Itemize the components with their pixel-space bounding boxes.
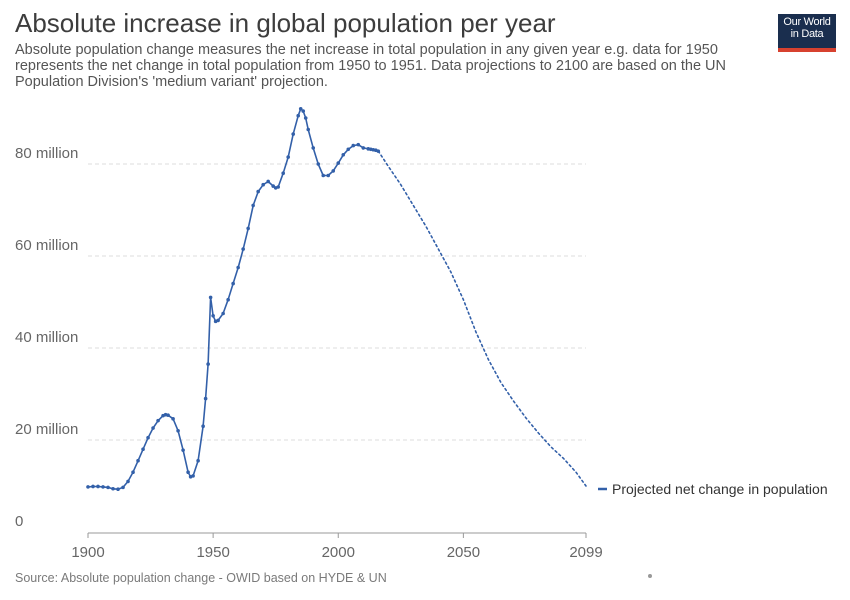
logo-accent-bar (778, 48, 836, 52)
logo-line-1: Our World (783, 16, 831, 28)
data-point (298, 107, 303, 111)
data-point (191, 474, 195, 478)
data-point (261, 182, 265, 187)
y-tick-label: 40 million (15, 329, 78, 346)
data-point (216, 318, 220, 323)
y-tick-label: 80 million (15, 145, 78, 162)
data-point (171, 417, 175, 421)
data-point (176, 429, 180, 433)
chart-subtitle: Absolute population change measures the … (15, 42, 726, 90)
data-point (351, 143, 356, 148)
x-tick-label: 1950 (196, 544, 229, 561)
data-point (246, 226, 250, 231)
data-point (301, 109, 306, 113)
projected-series-line (377, 150, 587, 487)
x-tick-label: 1900 (71, 544, 104, 561)
data-point (126, 479, 130, 484)
data-point (303, 116, 308, 120)
data-point (181, 448, 185, 452)
data-point (101, 485, 105, 489)
footer-dot (648, 574, 652, 578)
logo-line-2: in Data (790, 28, 824, 40)
data-point (111, 486, 115, 491)
series-layer (86, 107, 587, 492)
data-point (306, 127, 311, 132)
data-point (206, 362, 210, 366)
data-point (91, 484, 95, 489)
data-point (241, 247, 245, 251)
data-point (96, 484, 100, 489)
x-tick-label: 2000 (322, 544, 355, 561)
data-point (271, 184, 275, 188)
legend[interactable]: Projected net change in population (598, 481, 828, 497)
data-point (221, 311, 225, 316)
data-point (311, 146, 316, 150)
chart-title: Absolute increase in global population p… (15, 8, 556, 38)
data-point (201, 424, 205, 429)
x-tick-label: 2099 (569, 544, 602, 561)
data-point (146, 435, 150, 440)
data-point (136, 458, 140, 463)
data-point (276, 185, 280, 189)
data-point (121, 485, 125, 490)
y-tick-label: 60 million (15, 237, 78, 254)
data-point (356, 142, 361, 147)
data-point (316, 162, 321, 166)
data-point (86, 485, 90, 489)
data-point (361, 146, 366, 150)
data-point (231, 281, 235, 286)
legend-label: Projected net change in population (612, 481, 828, 497)
data-point (321, 173, 326, 178)
data-point (166, 413, 170, 417)
data-point (326, 173, 331, 178)
data-point (296, 113, 301, 118)
data-point (256, 189, 260, 194)
observed-series-line (87, 108, 379, 491)
data-point (208, 295, 213, 300)
source-note: Source: Absolute population change - OWI… (15, 571, 387, 585)
owid-logo[interactable]: Our World in Data (778, 14, 836, 52)
data-point (186, 470, 190, 475)
data-point (346, 147, 351, 152)
data-point (203, 396, 208, 401)
data-point (131, 470, 135, 475)
data-point (336, 161, 341, 165)
y-tick-label: 20 million (15, 421, 78, 438)
data-point (341, 153, 346, 157)
data-point (116, 487, 120, 492)
data-point (236, 265, 240, 270)
y-tick-label: 0 (15, 513, 23, 530)
data-point (251, 203, 255, 208)
data-point (106, 485, 110, 490)
data-point (141, 447, 145, 452)
data-point (211, 314, 215, 318)
data-point (226, 297, 230, 302)
data-point (286, 155, 291, 159)
data-point (291, 132, 296, 136)
data-point (156, 418, 160, 423)
data-point (266, 179, 270, 184)
x-tick-label: 2050 (447, 544, 480, 561)
data-point (196, 458, 200, 463)
data-point (331, 169, 336, 173)
axes: 0 20 million 40 million 60 million 80 millio… (15, 145, 603, 561)
data-point (281, 171, 285, 175)
data-point (151, 426, 155, 430)
